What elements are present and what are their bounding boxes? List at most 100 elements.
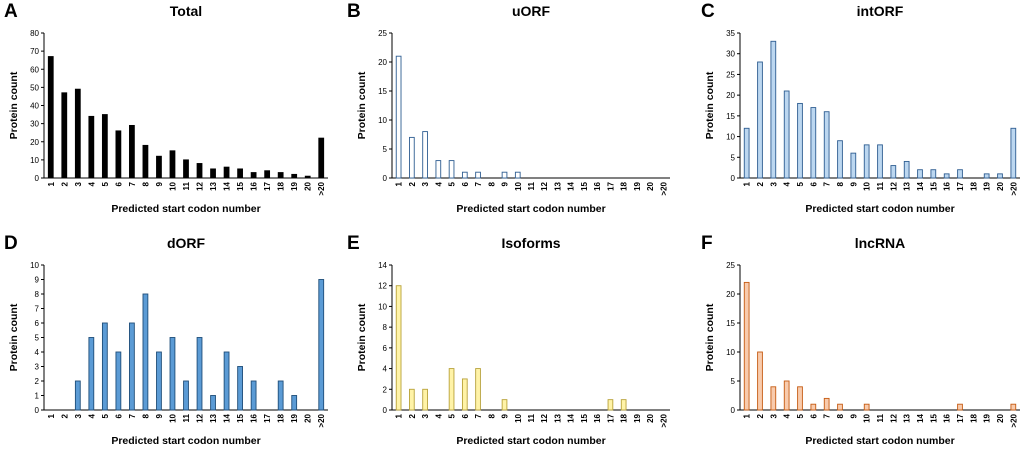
y-tick-label-d: 0	[35, 406, 40, 415]
y-tick-label-a: 60	[30, 65, 39, 74]
x-tick-label-f: 10	[863, 413, 872, 422]
bar-b-4	[435, 160, 442, 179]
bar-e-2	[409, 388, 415, 411]
bar-c-20	[997, 173, 1003, 179]
x-tick-label-b: 7	[474, 181, 483, 186]
y-tick-label-a: 30	[30, 120, 39, 129]
x-tick-label-c: >20	[1009, 181, 1018, 195]
x-tick-label-c: 5	[796, 181, 805, 186]
bar-a-2	[61, 92, 68, 179]
y-tick-label-a: 80	[30, 29, 39, 38]
y-tick-label-a: 20	[30, 138, 39, 147]
x-tick-label-a: 17	[263, 181, 272, 190]
bar-a-4	[88, 115, 95, 179]
x-tick-label-d: 11	[182, 413, 191, 422]
x-tick-label-d: 2	[60, 413, 69, 418]
y-tick-label-a: 50	[30, 83, 39, 92]
bar-a-20	[304, 175, 311, 179]
y-tick-label-f: 5	[731, 377, 736, 386]
bar-d-gt20	[318, 279, 325, 411]
x-tick-label-f: 9	[849, 413, 858, 418]
bar-c-15	[930, 169, 937, 179]
chart-title-e: Isoforms	[501, 235, 560, 251]
chart-title-b: uORF	[512, 3, 551, 19]
y-axis-label-a: Protein count	[8, 71, 20, 139]
bar-f-17	[957, 403, 963, 411]
bar-c-4	[783, 90, 790, 179]
bar-d-15	[237, 366, 243, 411]
x-tick-label-f: 20	[996, 413, 1005, 422]
y-tick-label-c: 0	[731, 174, 736, 183]
y-tick-label-e: 10	[378, 302, 387, 311]
x-tick-label-a: 9	[155, 181, 164, 186]
bar-e-3	[422, 388, 428, 411]
x-tick-label-c: 4	[783, 181, 792, 186]
bar-b-7	[475, 171, 481, 179]
y-tick-label-b: 20	[378, 58, 387, 67]
x-tick-label-a: 11	[182, 181, 191, 190]
x-tick-label-e: 7	[474, 413, 483, 418]
x-tick-label-d: 17	[263, 413, 272, 422]
y-tick-label-c: 5	[731, 153, 736, 162]
bar-a-13	[210, 168, 216, 179]
x-tick-label-d: 16	[250, 413, 259, 422]
bar-a-10	[169, 150, 176, 179]
x-tick-label-f: 1	[743, 413, 752, 418]
x-tick-label-c: 3	[769, 181, 778, 186]
y-tick-label-b: 5	[383, 145, 388, 154]
bar-a-5	[101, 114, 108, 179]
bar-c-9	[850, 152, 857, 179]
x-tick-label-f: 6	[809, 413, 818, 418]
x-tick-label-f: 5	[796, 413, 805, 418]
x-tick-label-c: 20	[996, 181, 1005, 190]
x-tick-label-b: 3	[421, 181, 430, 186]
x-tick-label-f: 13	[903, 413, 912, 422]
bar-b-3	[422, 131, 428, 179]
bar-d-18	[277, 380, 284, 411]
x-tick-label-c: 1	[743, 181, 752, 186]
x-tick-label-a: 7	[128, 181, 137, 186]
x-tick-label-c: 6	[809, 181, 818, 186]
y-tick-label-c: 10	[726, 133, 735, 142]
chart-title-a: Total	[170, 3, 202, 19]
bar-b-10	[514, 171, 521, 179]
bar-d-7	[129, 322, 135, 411]
bar-b-1	[395, 55, 402, 179]
bar-f-4	[783, 380, 790, 411]
y-tick-label-e: 0	[383, 406, 388, 415]
x-tick-label-d: 10	[168, 413, 177, 422]
bar-a-gt20	[318, 137, 325, 179]
y-tick-label-d: 10	[30, 261, 39, 270]
y-tick-label-d: 7	[35, 305, 40, 314]
x-tick-label-e: 18	[620, 413, 629, 422]
bar-a-17	[264, 170, 271, 179]
y-axis-label-e: Protein count	[356, 303, 368, 371]
x-tick-label-c: 17	[956, 181, 965, 190]
y-tick-label-d: 4	[35, 348, 40, 357]
y-tick-label-d: 5	[35, 334, 40, 343]
x-tick-label-d: 6	[114, 413, 123, 418]
bar-d-19	[291, 395, 298, 411]
bar-e-5	[448, 368, 455, 411]
bar-a-1	[47, 56, 54, 179]
x-axis-label-b: Predicted start codon number	[456, 203, 605, 215]
bar-f-2	[757, 351, 763, 411]
x-tick-label-b: 11	[527, 181, 536, 190]
bar-b-5	[448, 160, 455, 179]
bar-e-7	[475, 368, 481, 411]
x-tick-label-f: >20	[1009, 413, 1018, 427]
x-tick-label-c: 15	[929, 181, 938, 190]
y-tick-label-a: 10	[30, 156, 39, 165]
x-tick-label-c: 8	[836, 181, 845, 186]
panel-letter-d: D	[4, 233, 18, 254]
x-tick-label-d: 9	[155, 413, 164, 418]
x-tick-label-b: 19	[633, 181, 642, 190]
x-tick-label-b: 2	[408, 181, 417, 186]
x-tick-label-d: 18	[277, 413, 286, 422]
y-tick-label-f: 10	[726, 348, 735, 357]
bar-e-1	[395, 285, 402, 411]
bar-a-15	[237, 168, 243, 179]
x-tick-label-b: 18	[620, 181, 629, 190]
y-tick-label-c: 20	[726, 91, 735, 100]
